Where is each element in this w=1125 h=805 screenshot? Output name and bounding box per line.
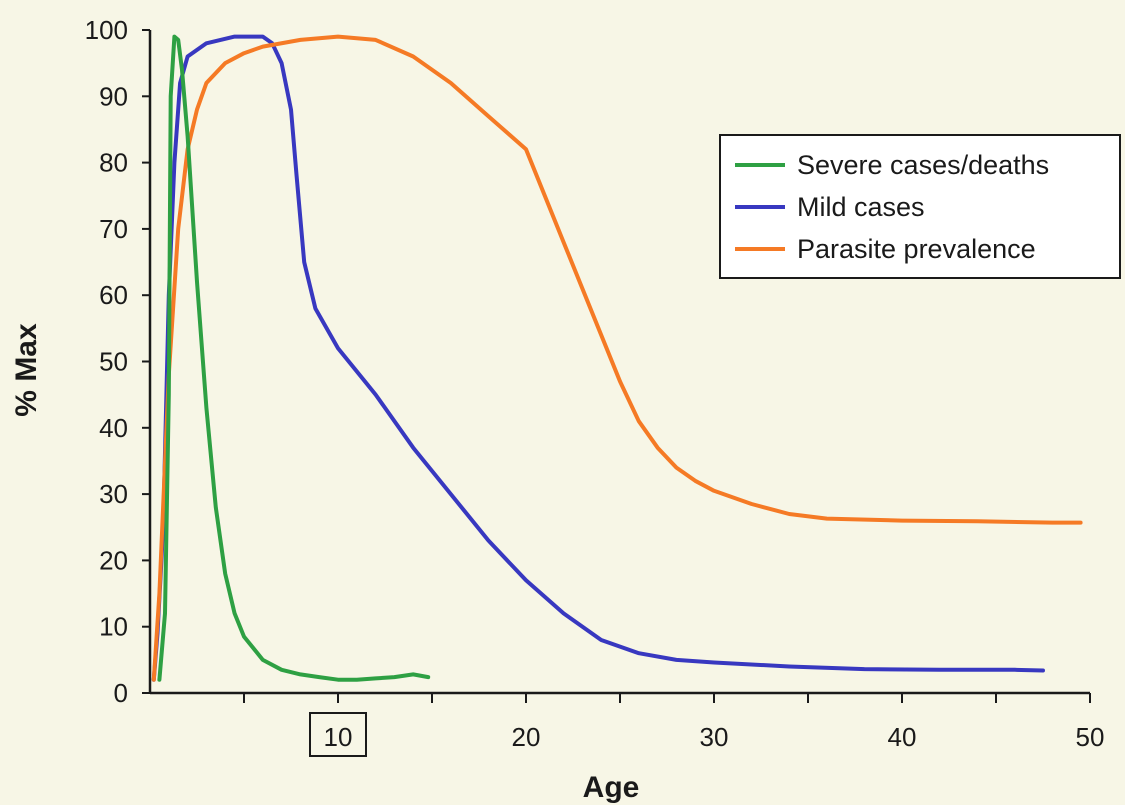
x-axis-title: Age: [583, 771, 640, 804]
legend: Severe cases/deaths Mild cases Parasite pr…: [719, 134, 1121, 279]
y-tick-label: 100: [85, 15, 128, 45]
y-axis-title: % Max: [10, 323, 43, 417]
x-tick-label: 50: [1076, 722, 1105, 752]
y-tick-label: 10: [99, 612, 128, 642]
y-tick-label: 60: [99, 280, 128, 310]
series-line-severe-cases-deaths: [157, 34, 431, 682]
y-tick-label: 0: [114, 678, 128, 708]
x-tick-highlight-box: [309, 712, 367, 757]
x-tick-label: 10: [324, 722, 353, 752]
series-line-mild-cases: [151, 34, 1045, 682]
x-tick-label: 30: [700, 722, 729, 752]
y-tick-label: 40: [99, 413, 128, 443]
series: [151, 34, 1083, 682]
x-tick-label: 20: [512, 722, 541, 752]
ticks: 0 10 20 30 40 50 60 70 80 90 100 10 20 30 40 50: [85, 15, 1105, 757]
legend-frame: [719, 134, 1121, 279]
y-tick-label: 50: [99, 347, 128, 377]
y-tick-label: 80: [99, 148, 128, 178]
x-tick-label: 40: [888, 722, 917, 752]
y-tick-label: 20: [99, 545, 128, 575]
series-line-parasite-prevalence: [151, 34, 1083, 682]
y-tick-label: 90: [99, 81, 128, 111]
y-tick-label: 30: [99, 479, 128, 509]
legend-label: Mild cases: [797, 192, 925, 222]
legend-label: Severe cases/deaths: [797, 150, 1049, 180]
legend-label: Parasite prevalence: [797, 234, 1036, 264]
y-tick-label: 70: [99, 214, 128, 244]
